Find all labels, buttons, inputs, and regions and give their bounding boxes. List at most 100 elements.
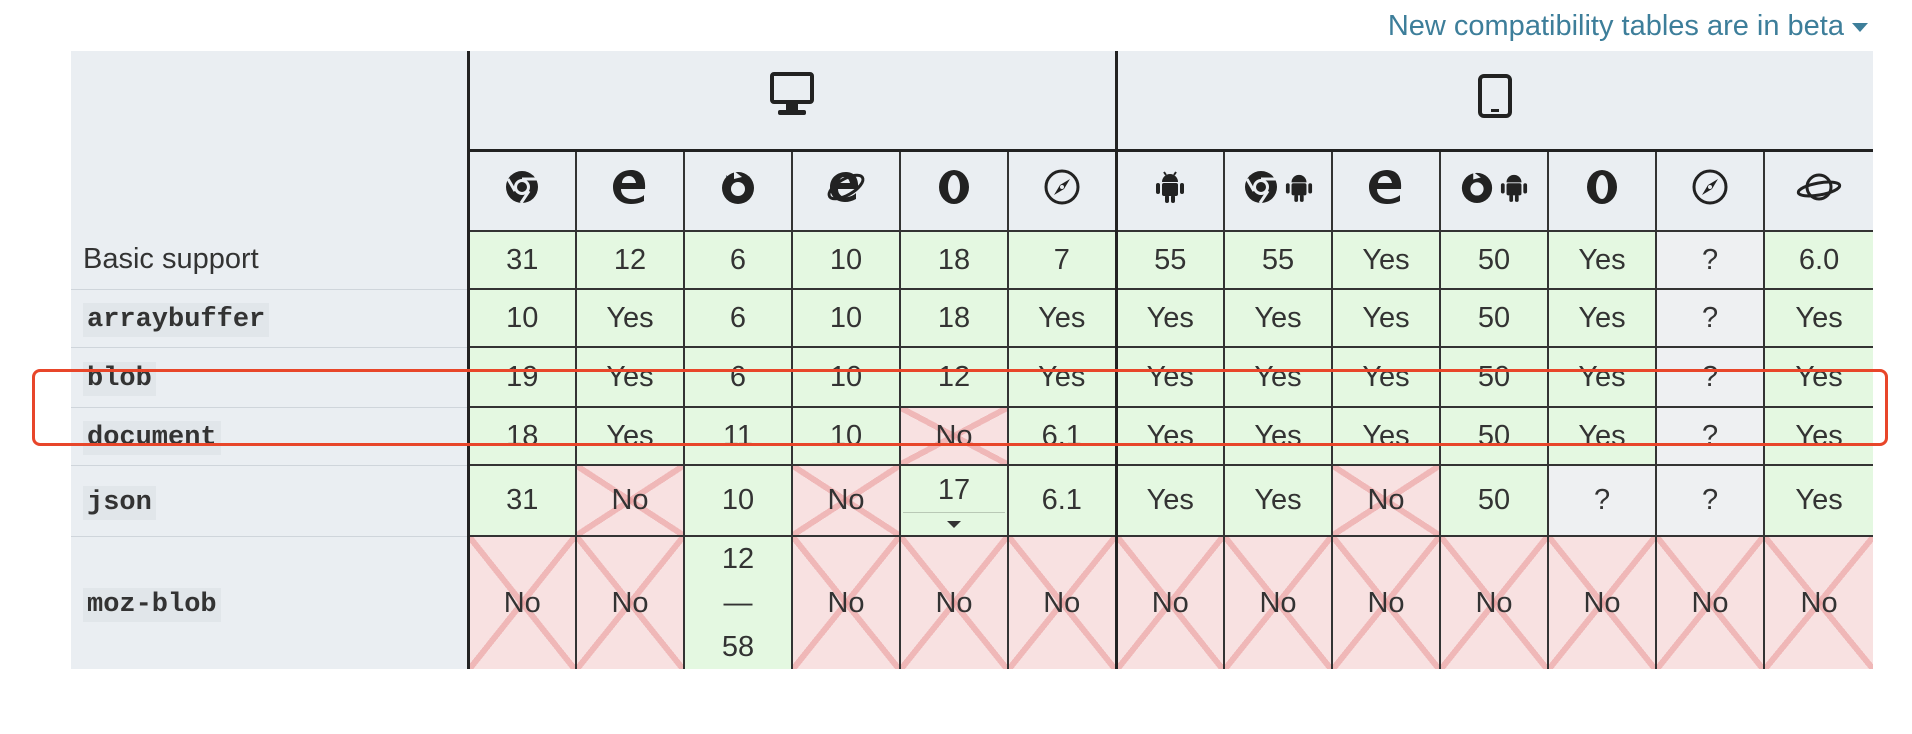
table-row: moz-blob No No 12 — 58 No No No No No No No No No No [71, 535, 1874, 669]
support-value: 11 [722, 419, 754, 452]
support-cell: No [1331, 535, 1441, 669]
support-value: 10 [506, 301, 539, 334]
support-value: No [935, 586, 973, 619]
support-cell: Yes [1006, 346, 1117, 407]
firefox-android-icon [1460, 170, 1528, 204]
support-value: 6 [729, 360, 747, 393]
support-cell: 55 [1114, 230, 1225, 289]
support-cell: No [1655, 535, 1765, 669]
support-cell: No [1114, 535, 1225, 669]
support-value: 55 [1261, 243, 1295, 276]
support-value: No [1367, 586, 1405, 619]
browser-opera-android-header [1547, 149, 1657, 231]
support-value: 10 [829, 360, 863, 393]
feature-name: arraybuffer [83, 303, 270, 337]
table-row: document 18 Yes 11 10 No 6.1 Yes Yes Yes 50 Yes? Yes [71, 406, 1874, 465]
support-value: Yes [1362, 243, 1410, 276]
support-value: Yes [1578, 301, 1626, 334]
support-value: Yes [606, 419, 654, 452]
support-cell: Yes [1331, 346, 1441, 407]
support-cell: Yes [575, 346, 684, 407]
support-value: Yes [1578, 419, 1626, 452]
support-value: 6 [729, 301, 747, 334]
support-cell: 31 [466, 464, 576, 536]
feature-name: blob [83, 362, 156, 396]
support-cell: Yes [1331, 406, 1441, 465]
support-value: 19 [506, 360, 539, 393]
support-cell: 50 [1439, 230, 1549, 289]
samsung-internet-icon [1796, 169, 1842, 205]
support-value: ? [1701, 419, 1719, 452]
table-corner [71, 51, 468, 231]
support-cell: No [791, 464, 900, 536]
support-value: Yes [1146, 301, 1194, 334]
support-cell: No [1763, 535, 1874, 669]
support-value: 6.1 [1041, 484, 1082, 516]
support-cell: 10 [791, 288, 900, 347]
support-cell: Yes [1223, 406, 1333, 465]
support-value: No [1151, 586, 1189, 619]
support-value: Yes [1254, 419, 1302, 452]
support-value: Yes [1254, 484, 1302, 516]
support-value: No [827, 484, 865, 516]
support-cell: 55 [1223, 230, 1333, 289]
support-value: 6 [729, 243, 747, 276]
chrome-icon [504, 169, 540, 205]
support-value: 10 [829, 419, 863, 452]
browser-ie-header [791, 149, 900, 231]
beta-notice-label: New compatibility tables are in beta [1387, 10, 1844, 42]
internet-explorer-icon [826, 168, 866, 206]
browser-chrome-header [466, 149, 576, 231]
support-value: Yes [606, 360, 654, 393]
support-cell: No [575, 535, 684, 669]
desktop-icon [770, 72, 815, 120]
table-row: json 31 No 10 No 17 6.1 Yes Yes No 50?? Yes [71, 464, 1874, 536]
feature-name: document [83, 421, 221, 455]
support-value: 50 [1477, 419, 1511, 452]
support-value: Yes [1254, 360, 1302, 393]
support-value: Yes [1362, 301, 1410, 334]
support-cell: Yes [1114, 346, 1225, 407]
support-cell: No [791, 535, 900, 669]
safari-icon [1043, 168, 1081, 206]
support-cell: 18 [899, 288, 1008, 347]
support-value: Yes [1362, 360, 1410, 393]
support-cell: 18 [466, 406, 576, 465]
support-value: 12 — 58 [721, 543, 755, 663]
chevron-down-icon [1852, 22, 1868, 32]
support-cell: 6.0 [1763, 230, 1874, 289]
support-value: Yes [1795, 419, 1843, 452]
opera-icon [1585, 168, 1619, 206]
support-cell: Yes [1114, 464, 1225, 536]
browser-edge-mobile-header [1331, 149, 1441, 231]
support-value: 50 [1477, 243, 1511, 276]
support-cell: Yes [1547, 346, 1657, 407]
feature-name-cell: moz-blob [71, 535, 468, 669]
support-cell: Yes [1763, 464, 1874, 536]
support-value: ? [1593, 484, 1611, 516]
support-cell: 10 [466, 288, 576, 347]
support-cell: No [1547, 535, 1657, 669]
feature-name-cell: json [71, 464, 468, 536]
support-value: Yes [1578, 360, 1626, 393]
support-value: 55 [1154, 243, 1187, 276]
beta-notice-link[interactable]: New compatibility tables are in beta [1388, 10, 1868, 43]
support-value: No [1043, 586, 1081, 619]
support-cell: 10 [791, 346, 900, 407]
support-value: Yes [1578, 243, 1626, 276]
support-cell: Yes [1763, 406, 1874, 465]
support-cell: ? [1655, 406, 1765, 465]
support-value: Yes [1146, 419, 1194, 452]
support-cell: Yes [1223, 346, 1333, 407]
support-cell: 50 [1439, 346, 1549, 407]
support-cell[interactable]: 17 [899, 464, 1008, 536]
support-cell: 50 [1439, 464, 1549, 536]
support-value: Yes [1362, 419, 1410, 452]
support-cell: Yes [575, 406, 684, 465]
support-value: No [1475, 586, 1513, 619]
support-cell: No [1223, 535, 1333, 669]
expand-toggle-icon[interactable] [903, 512, 1005, 535]
support-value: ? [1701, 484, 1719, 516]
support-cell: Yes [1223, 464, 1333, 536]
support-value: 50 [1477, 301, 1511, 334]
